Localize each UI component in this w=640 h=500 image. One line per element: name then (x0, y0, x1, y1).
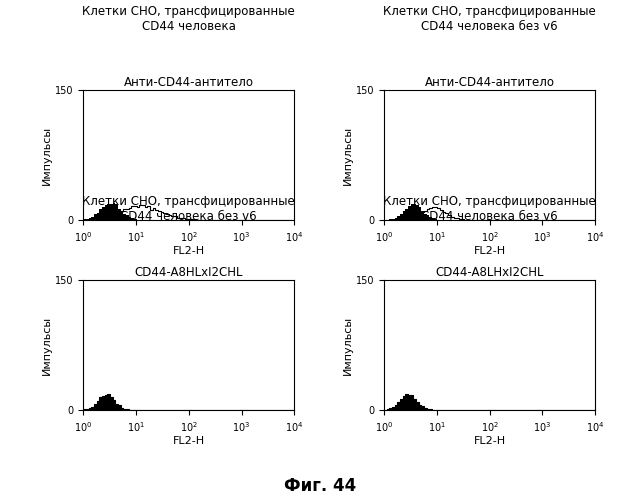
Y-axis label: Импульсы: Импульсы (42, 126, 52, 184)
Title: Анти-CD44-антитело: Анти-CD44-антитело (424, 76, 555, 89)
Y-axis label: Импульсы: Импульсы (343, 126, 353, 184)
Text: Клетки СНО, трансфицированные
CD44 человека без v6: Клетки СНО, трансфицированные CD44 челов… (83, 194, 295, 222)
Text: Клетки СНО, трансфицированные
CD44 человека: Клетки СНО, трансфицированные CD44 челов… (83, 4, 295, 32)
Title: CD44-A8LHxI2CHL: CD44-A8LHxI2CHL (435, 266, 544, 279)
Y-axis label: Импульсы: Импульсы (343, 316, 353, 374)
X-axis label: FL2-H: FL2-H (173, 436, 205, 446)
X-axis label: FL2-H: FL2-H (474, 436, 506, 446)
Text: Клетки СНО, трансфицированные
CD44 человека без v6: Клетки СНО, трансфицированные CD44 челов… (383, 4, 596, 32)
Title: Анти-CD44-антитело: Анти-CD44-антитело (124, 76, 254, 89)
X-axis label: FL2-H: FL2-H (173, 246, 205, 256)
Text: Клетки СНО, трансфицированные
CD44 человека без v6: Клетки СНО, трансфицированные CD44 челов… (383, 194, 596, 222)
Title: CD44-A8HLxI2CHL: CD44-A8HLxI2CHL (134, 266, 243, 279)
Y-axis label: Импульсы: Импульсы (42, 316, 52, 374)
X-axis label: FL2-H: FL2-H (474, 246, 506, 256)
Text: Фиг. 44: Фиг. 44 (284, 477, 356, 495)
